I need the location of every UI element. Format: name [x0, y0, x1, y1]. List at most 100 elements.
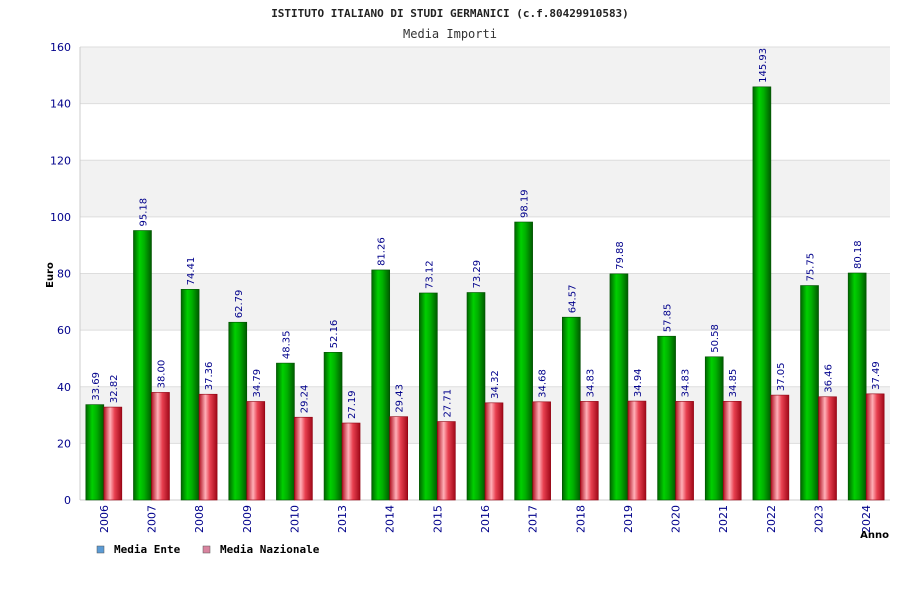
- value-label-media-ente-2008: 74.41: [186, 257, 197, 286]
- value-label-media-ente-2016: 73.29: [472, 260, 483, 289]
- bar-media-ente-2006: [85, 404, 105, 501]
- value-label-media-nazionale-2023: 36.46: [824, 364, 835, 393]
- legend: Media Ente Media Nazionale: [96, 543, 320, 556]
- x-tick-label-2010: 2010: [288, 505, 301, 533]
- chart-subtitle: Media Importi: [403, 27, 497, 41]
- bar-media-nazionale-2006: [103, 406, 123, 501]
- bar-media-nazionale-2017: [532, 401, 551, 501]
- value-label-media-ente-2024: 80.18: [853, 240, 864, 269]
- legend-swatch-media-nazionale: [202, 545, 211, 554]
- value-label-media-ente-2014: 81.26: [377, 237, 388, 266]
- bar-media-ente-2016: [466, 292, 486, 501]
- value-label-media-ente-2023: 75.75: [806, 253, 817, 282]
- value-label-media-ente-2010: 48.35: [281, 330, 292, 359]
- value-label-media-ente-2006: 33.69: [91, 372, 102, 401]
- value-label-media-nazionale-2021: 34.85: [728, 369, 739, 398]
- bar-media-nazionale-2021: [722, 401, 742, 501]
- bar-media-nazionale-2013: [341, 422, 361, 501]
- value-label-media-nazionale-2024: 37.49: [871, 361, 882, 390]
- x-axis-label: Anno: [860, 530, 889, 541]
- x-tick-label-2018: 2018: [574, 505, 587, 533]
- value-label-media-ente-2009: 62.79: [234, 290, 245, 319]
- x-tick-label-2008: 2008: [193, 505, 206, 533]
- bar-media-nazionale-2014: [389, 416, 409, 501]
- value-label-media-ente-2022: 145.93: [758, 48, 769, 83]
- y-tick-label: 160: [50, 41, 71, 54]
- bar-media-ente-2008: [180, 289, 200, 501]
- bar-media-nazionale-2015: [437, 421, 456, 501]
- bars-group: [85, 86, 885, 501]
- bar-media-nazionale-2007: [151, 392, 170, 501]
- chart-title: ISTITUTO ITALIANO DI STUDI GERMANICI (c.…: [271, 7, 629, 20]
- value-label-media-ente-2021: 50.58: [710, 324, 721, 353]
- bar-media-ente-2013: [323, 352, 343, 501]
- x-tick-label-2013: 2013: [336, 505, 349, 533]
- bar-media-ente-2015: [419, 292, 438, 501]
- bar-media-nazionale-2009: [246, 401, 266, 501]
- bar-media-ente-2010: [276, 362, 295, 501]
- y-tick-label: 100: [50, 211, 71, 224]
- bar-media-ente-2024: [847, 272, 867, 501]
- legend-swatch-media-ente: [96, 545, 105, 554]
- x-axis-ticks: 2006 2007 2008 2009 2010 2013 2014 2015 2016 2017…: [98, 505, 873, 533]
- bar-media-ente-2023: [800, 285, 819, 501]
- value-label-media-ente-2015: 73.12: [424, 260, 435, 289]
- value-label-media-nazionale-2009: 34.79: [252, 369, 263, 398]
- bar-media-nazionale-2010: [294, 416, 313, 501]
- bar-media-nazionale-2020: [675, 401, 694, 501]
- bar-media-nazionale-2019: [627, 400, 647, 501]
- value-label-media-nazionale-2015: 27.71: [442, 389, 453, 418]
- bar-media-ente-2009: [228, 321, 248, 501]
- x-tick-label-2016: 2016: [479, 505, 492, 533]
- legend-label-media-nazionale: Media Nazionale: [220, 543, 320, 556]
- bar-media-nazionale-2016: [484, 402, 504, 501]
- x-tick-label-2009: 2009: [241, 505, 254, 533]
- value-label-media-nazionale-2020: 34.83: [681, 369, 692, 398]
- value-label-media-ente-2007: 95.18: [138, 198, 149, 227]
- value-labels: 33.69 32.82 95.18 38.00 74.41 37.36 62.79 34.79…: [91, 48, 882, 419]
- value-label-media-ente-2020: 57.85: [663, 304, 674, 333]
- bar-media-nazionale-2018: [579, 401, 599, 501]
- value-label-media-nazionale-2022: 37.05: [776, 362, 787, 391]
- value-label-media-ente-2017: 98.19: [520, 189, 531, 218]
- y-tick-label: 40: [57, 381, 71, 394]
- value-label-media-nazionale-2010: 29.24: [299, 385, 310, 414]
- y-tick-label: 80: [57, 268, 71, 281]
- value-label-media-ente-2013: 52.16: [329, 320, 340, 349]
- y-tick-label: 20: [57, 437, 71, 450]
- x-tick-label-2019: 2019: [622, 505, 635, 533]
- bar-media-ente-2007: [133, 230, 152, 501]
- value-label-media-nazionale-2017: 34.68: [538, 369, 549, 398]
- bar-media-nazionale-2023: [818, 396, 837, 501]
- x-tick-label-2021: 2021: [717, 505, 730, 533]
- value-label-media-nazionale-2008: 37.36: [204, 362, 215, 391]
- y-tick-label: 140: [50, 98, 71, 111]
- x-tick-label-2006: 2006: [98, 505, 111, 533]
- value-label-media-nazionale-2019: 34.94: [633, 368, 644, 397]
- value-label-media-nazionale-2006: 32.82: [109, 374, 120, 403]
- y-axis-label: Euro: [45, 262, 56, 288]
- bar-media-nazionale-2008: [198, 393, 218, 501]
- bar-media-nazionale-2024: [865, 393, 885, 501]
- x-tick-label-2022: 2022: [765, 505, 778, 533]
- value-label-media-nazionale-2014: 29.43: [395, 384, 406, 413]
- bar-media-nazionale-2022: [770, 394, 790, 501]
- x-tick-label-2024: 2024: [860, 505, 873, 533]
- bar-media-ente-2017: [514, 221, 533, 501]
- y-axis-ticks: 0 20 40 60 80 100 120 140 160: [50, 41, 71, 507]
- bar-media-ente-2020: [657, 335, 676, 501]
- y-tick-label: 120: [50, 154, 71, 167]
- value-label-media-nazionale-2007: 38.00: [156, 360, 167, 389]
- bar-media-ente-2019: [609, 273, 629, 501]
- x-tick-label-2020: 2020: [670, 505, 683, 533]
- value-label-media-nazionale-2018: 34.83: [585, 369, 596, 398]
- bar-media-ente-2018: [561, 316, 581, 501]
- value-label-media-ente-2018: 64.57: [567, 285, 578, 314]
- x-tick-label-2017: 2017: [527, 505, 540, 533]
- bar-media-ente-2022: [752, 86, 772, 501]
- bar-media-ente-2021: [704, 356, 724, 501]
- y-tick-label: 0: [64, 494, 71, 507]
- x-tick-label-2023: 2023: [813, 505, 826, 533]
- value-label-media-nazionale-2016: 34.32: [490, 370, 501, 399]
